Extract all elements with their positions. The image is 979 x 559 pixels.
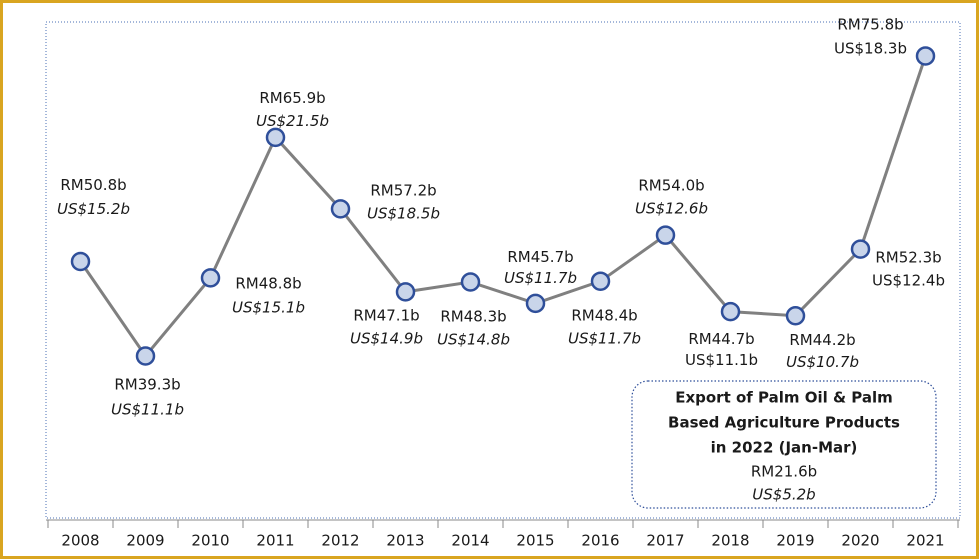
marker [785, 305, 806, 326]
annotation-title: in 2022 (Jan-Mar) [711, 439, 858, 457]
line [79, 55, 927, 359]
x-tick-label: 2011 [256, 532, 294, 550]
marker [330, 199, 351, 219]
value-label: RM39.3b [114, 376, 180, 394]
usd-label: US$15.2b [57, 200, 130, 218]
value-label: RM54.0b [638, 177, 704, 195]
value-label: RM48.4b [571, 307, 637, 325]
marker [200, 268, 221, 288]
value-label: RM47.1b [353, 306, 419, 324]
value-label: RM48.3b [440, 308, 506, 326]
usd-label: US$11.7b [504, 269, 577, 287]
annotation-box [631, 380, 937, 509]
marker [850, 239, 871, 259]
value-label: RM48.8b [235, 274, 301, 292]
marker [590, 271, 611, 291]
x-tick-label: 2010 [191, 532, 229, 550]
usd-label: US$21.5b [256, 112, 329, 130]
marker [70, 251, 91, 272]
usd-label: US$11.7b [568, 330, 641, 348]
marker [915, 46, 936, 66]
value-label: RM65.9b [259, 89, 325, 107]
marker [135, 346, 156, 366]
usd-label: US$18.3b [834, 40, 907, 58]
value-label: RM45.7b [507, 248, 573, 266]
usd-label: US$12.6b [635, 200, 708, 218]
annotation-title: Export of Palm Oil & Palm [675, 389, 893, 407]
x-tick-label: 2014 [451, 532, 489, 550]
x-tick-label: 2018 [711, 532, 749, 550]
annotation-usd: US$5.2b [752, 486, 815, 504]
x-tick-label: 2009 [126, 532, 164, 550]
annotation-title: Based Agriculture Products [668, 414, 900, 432]
x-tick-label: 2019 [776, 532, 814, 550]
marker [265, 127, 286, 148]
value-label: RM75.8b [837, 16, 903, 34]
x-tick-label: 2021 [906, 532, 944, 550]
x-tick-label: 2008 [61, 532, 99, 550]
marker [460, 272, 481, 292]
usd-label: US$15.1b [232, 298, 305, 316]
x-tick-label: 2015 [516, 532, 554, 550]
marker [655, 225, 676, 245]
marker [720, 301, 741, 322]
usd-label: US$10.7b [786, 353, 859, 371]
value-label: RM57.2b [370, 181, 436, 199]
plot-border [45, 21, 961, 519]
x-tick-label: 2017 [646, 532, 684, 550]
usd-label: US$14.8b [437, 331, 510, 349]
annotation-rm: RM21.6b [751, 463, 817, 481]
value-label: RM52.3b [875, 249, 941, 267]
usd-label: US$18.5b [367, 204, 440, 222]
usd-label: US$14.9b [350, 329, 423, 347]
x-tick-label: 2012 [321, 532, 359, 550]
value-label: RM44.7b [688, 330, 754, 348]
marker [395, 282, 416, 302]
value-label: RM44.2b [789, 331, 855, 349]
usd-label: US$11.1b [685, 351, 758, 369]
usd-label: US$12.4b [872, 272, 945, 290]
usd-label: US$11.1b [111, 401, 184, 419]
x-tick-label: 2020 [841, 532, 879, 550]
x-tick-label: 2016 [581, 532, 619, 550]
value-label: RM50.8b [60, 176, 126, 194]
marker [525, 293, 546, 314]
x-tick-label: 2013 [386, 532, 424, 550]
